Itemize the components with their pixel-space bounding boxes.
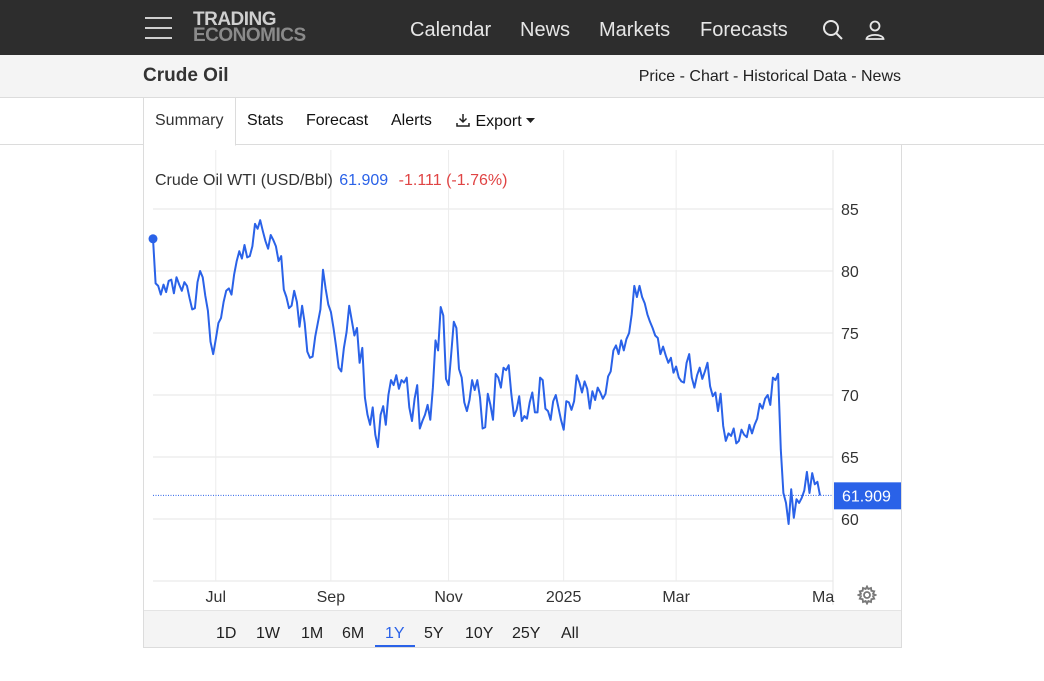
logo-line-1: TRADING bbox=[193, 9, 277, 30]
download-icon bbox=[456, 114, 470, 127]
legend-change: -1.111 (-1.76%) bbox=[398, 172, 508, 189]
range-all[interactable]: All bbox=[561, 625, 579, 642]
tab-export[interactable]: Export bbox=[455, 112, 536, 131]
last-price-badge bbox=[834, 482, 901, 510]
tab-forecast[interactable]: Forecast bbox=[306, 112, 369, 129]
range-selector: 1D 1W 1M 6M 1Y 5Y 10Y 25Y All bbox=[144, 610, 901, 647]
gear-icon[interactable] bbox=[857, 585, 877, 605]
tab-summary-label: Summary bbox=[155, 112, 224, 129]
logo-line-2: ECONOMICS bbox=[193, 25, 306, 46]
last-price-label: 61.909 bbox=[842, 488, 891, 505]
caret-down-icon bbox=[526, 118, 536, 123]
page-title: Crude Oil bbox=[143, 65, 229, 86]
y-tick-label: 85 bbox=[841, 202, 859, 219]
nav-calendar[interactable]: Calendar bbox=[410, 19, 492, 41]
x-tick-label: Ma bbox=[812, 589, 834, 606]
range-10y[interactable]: 10Y bbox=[465, 625, 494, 642]
site-logo[interactable]: TRADING ECONOMICS bbox=[193, 9, 306, 46]
x-tick-label: Mar bbox=[662, 589, 690, 606]
chart-grid bbox=[153, 150, 834, 605]
top-navigation-bar: TRADING ECONOMICS Calendar News Markets … bbox=[0, 0, 1044, 55]
search-icon[interactable] bbox=[821, 18, 845, 42]
tab-stats[interactable]: Stats bbox=[247, 112, 284, 129]
y-tick-label: 80 bbox=[841, 264, 859, 281]
chart-container bbox=[143, 145, 902, 648]
y-tick-label: 60 bbox=[841, 512, 859, 529]
range-1y[interactable]: 1Y bbox=[385, 625, 405, 642]
legend-series-name: Crude Oil WTI (USD/Bbl) bbox=[155, 172, 333, 189]
x-tick-label: 2025 bbox=[546, 589, 582, 606]
user-icon[interactable] bbox=[863, 18, 887, 42]
nav-news[interactable]: News bbox=[520, 19, 571, 41]
tab-export-label: Export bbox=[475, 113, 522, 130]
series-line bbox=[152, 219, 821, 525]
x-axis: Jul Sep Nov 2025 Mar Ma bbox=[206, 589, 835, 606]
tab-summary[interactable]: Summary bbox=[143, 98, 236, 146]
active-range-indicator bbox=[375, 645, 415, 647]
tab-strip: Summary Stats Forecast Alerts Export bbox=[0, 98, 1044, 146]
nav-forecasts[interactable]: Forecasts bbox=[700, 19, 788, 41]
range-1w[interactable]: 1W bbox=[256, 625, 280, 642]
chart-legend: Crude Oil WTI (USD/Bbl) 61.909 -1.111 (-… bbox=[155, 172, 507, 190]
range-5y[interactable]: 5Y bbox=[424, 625, 444, 642]
tab-alerts[interactable]: Alerts bbox=[391, 112, 432, 129]
menu-icon[interactable] bbox=[145, 17, 172, 39]
series-start-point bbox=[148, 234, 158, 244]
range-1d[interactable]: 1D bbox=[216, 625, 237, 642]
legend-price: 61.909 bbox=[339, 172, 389, 189]
range-1m[interactable]: 1M bbox=[301, 625, 324, 642]
x-tick-label: Sep bbox=[317, 589, 346, 606]
y-tick-label: 65 bbox=[841, 450, 859, 467]
x-tick-label: Jul bbox=[206, 589, 226, 606]
y-tick-label: 75 bbox=[841, 326, 859, 343]
y-axis: 85 80 75 70 65 60 bbox=[841, 202, 859, 529]
range-6m[interactable]: 6M bbox=[342, 625, 365, 642]
x-tick-label: Nov bbox=[434, 589, 462, 606]
sub-header: Crude Oil Price - Chart - Historical Dat… bbox=[0, 55, 1044, 98]
sub-links[interactable]: Price - Chart - Historical Data - News bbox=[638, 68, 901, 85]
range-25y[interactable]: 25Y bbox=[512, 625, 541, 642]
nav-markets[interactable]: Markets bbox=[599, 19, 671, 41]
y-tick-label: 70 bbox=[841, 388, 859, 405]
